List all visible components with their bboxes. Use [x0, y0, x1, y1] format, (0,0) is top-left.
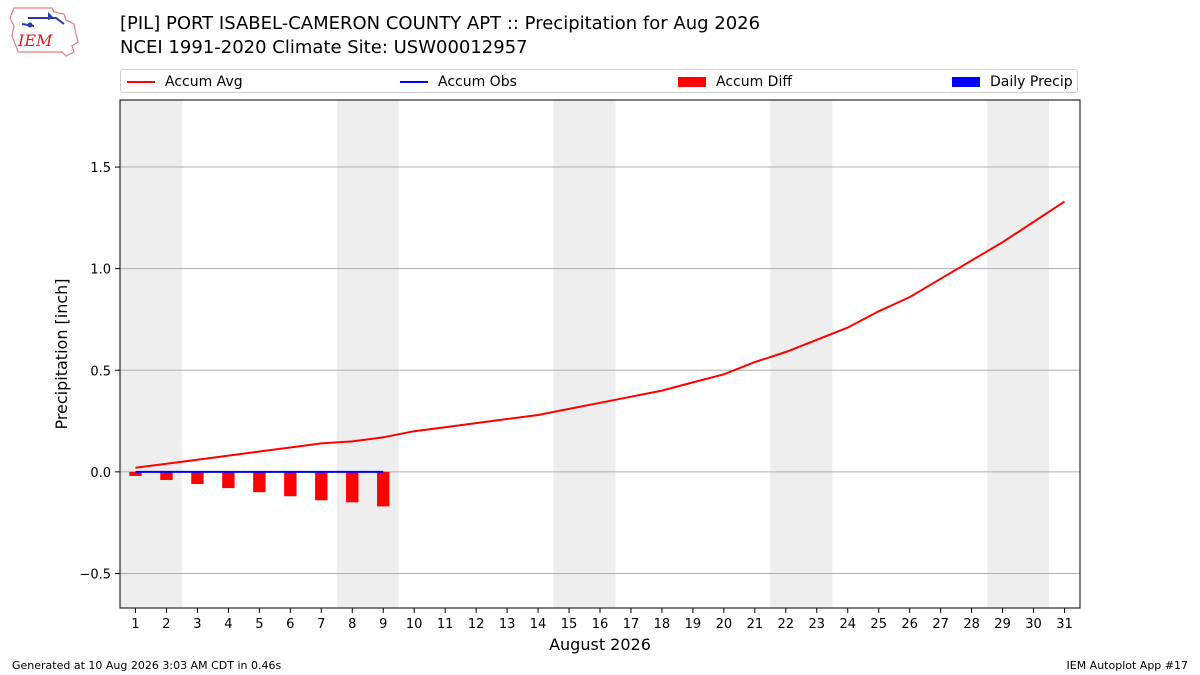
accum-diff-bar	[346, 471, 359, 503]
legend-label-daily-precip: Daily Precip	[990, 74, 1073, 90]
y-axis-label: Precipitation [inch]	[52, 278, 71, 429]
weekend-band	[120, 100, 182, 608]
accum-diff-bar	[377, 471, 390, 507]
accum-avg-line	[135, 200, 1066, 469]
x-tick-label: 22	[778, 617, 795, 632]
series-lines	[135, 200, 1066, 473]
x-tick-label: 21	[747, 617, 764, 632]
gridlines	[120, 166, 1080, 574]
legend-label-accum-obs: Accum Obs	[438, 74, 517, 90]
x-tick-label: 16	[592, 617, 609, 632]
x-tick-label: 31	[1056, 617, 1073, 632]
y-tick-label: 0.5	[90, 364, 111, 379]
x-tick-label: 9	[379, 617, 387, 632]
x-tick-label: 18	[654, 617, 671, 632]
legend-swatch-accum-diff	[678, 77, 706, 87]
chart-title: [PIL] PORT ISABEL-CAMERON COUNTY APT :: …	[120, 13, 761, 34]
legend-item-accum-diff: Accum Diff	[678, 70, 792, 94]
x-tick-label: 20	[716, 617, 733, 632]
weekend-bands	[120, 100, 1050, 608]
x-tick-label: 15	[561, 617, 578, 632]
chart-subtitle: NCEI 1991-2020 Climate Site: USW00012957	[120, 37, 528, 58]
weekend-band	[553, 100, 616, 608]
x-tick-label: 17	[623, 617, 640, 632]
x-tick-label: 2	[162, 617, 170, 632]
x-tick-label: 5	[255, 617, 263, 632]
y-tick-label: 0.0	[90, 466, 111, 481]
x-axis: 1 2 3 4 5 6 7 8 9 10 11 12 13 14 15 16 17 18 19 20 21 22 23 24 2…	[131, 608, 1073, 632]
footer-app: IEM Autoplot App #17	[1066, 659, 1189, 672]
legend-item-accum-avg: Accum Avg	[127, 70, 243, 94]
x-tick-label: 4	[224, 617, 232, 632]
legend-item-daily-precip: Daily Precip	[952, 70, 1073, 94]
x-tick-label: 19	[685, 617, 702, 632]
x-tick-label: 7	[317, 617, 325, 632]
x-tick-label: 6	[286, 617, 294, 632]
x-tick-label: 14	[530, 617, 547, 632]
x-tick-label: 28	[963, 617, 980, 632]
legend-swatch-daily-precip	[952, 77, 980, 87]
x-tick-label: 29	[994, 617, 1011, 632]
footer-generated: Generated at 10 Aug 2026 3:03 AM CDT in …	[12, 659, 282, 672]
x-axis-label: August 2026	[549, 635, 651, 654]
iem-logo: IEM	[9, 7, 79, 57]
accum-diff-bar	[315, 471, 328, 501]
legend: Accum Avg Accum Obs Accum Diff Daily Pre…	[120, 69, 1078, 93]
legend-item-accum-obs: Accum Obs	[400, 70, 517, 94]
legend-label-accum-avg: Accum Avg	[165, 74, 243, 90]
logo-text: IEM	[17, 31, 53, 50]
legend-label-accum-diff: Accum Diff	[716, 74, 793, 90]
x-tick-label: 25	[870, 617, 887, 632]
y-tick-label: 1.0	[90, 263, 111, 278]
accum-diff-bar	[284, 471, 297, 497]
x-tick-label: 27	[932, 617, 949, 632]
accum-diff-bars	[129, 471, 390, 507]
x-tick-label: 30	[1025, 617, 1042, 632]
x-tick-label: 23	[809, 617, 826, 632]
weekend-band	[987, 100, 1050, 608]
x-tick-label: 3	[193, 617, 201, 632]
accum-diff-bar	[160, 471, 173, 480]
x-tick-label: 10	[406, 617, 423, 632]
accum-diff-bar	[222, 471, 235, 489]
y-tick-label: −0.5	[79, 567, 111, 582]
y-axis: −0.5 0.0 0.5 1.0 1.5	[79, 161, 120, 582]
x-tick-label: 11	[437, 617, 454, 632]
accum-diff-bar	[253, 471, 266, 493]
x-tick-label: 24	[839, 617, 856, 632]
accum-diff-bar	[129, 471, 142, 476]
x-tick-label: 13	[499, 617, 516, 632]
x-tick-label: 1	[131, 617, 139, 632]
legend-swatch-accum-avg	[127, 81, 155, 83]
y-tick-label: 1.5	[90, 161, 111, 176]
accum-diff-bar	[191, 471, 204, 485]
x-tick-label: 26	[901, 617, 918, 632]
legend-swatch-accum-obs	[400, 81, 428, 83]
weekend-band	[336, 100, 399, 608]
x-tick-label: 8	[348, 617, 356, 632]
x-tick-label: 12	[468, 617, 485, 632]
